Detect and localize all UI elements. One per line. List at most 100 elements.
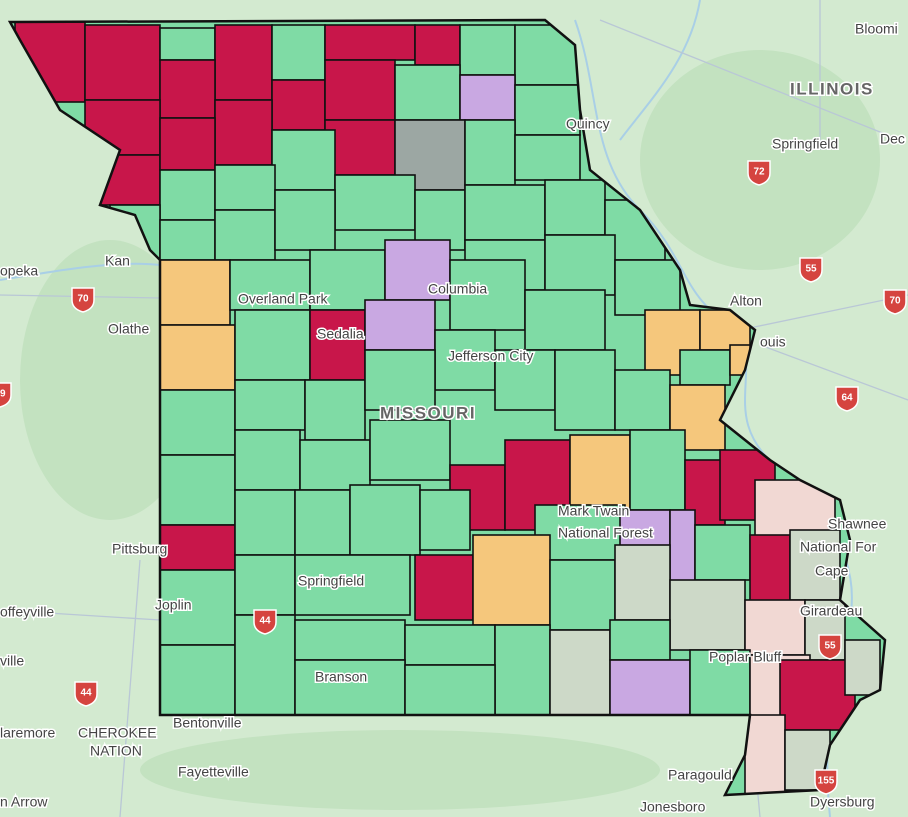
county xyxy=(514,134,581,181)
highway-shield xyxy=(71,287,95,313)
place-label: Girardeau xyxy=(800,603,862,619)
county xyxy=(274,189,336,251)
highway-number: 70 xyxy=(77,294,89,305)
highway-number: 70 xyxy=(889,296,901,307)
county xyxy=(159,169,216,221)
place-label: CHEROKEE xyxy=(78,725,157,741)
county xyxy=(159,259,231,326)
county xyxy=(271,24,326,81)
highway-number: 72 xyxy=(753,167,765,178)
state-outline xyxy=(7,18,887,797)
county xyxy=(779,659,856,731)
place-label: laremore xyxy=(0,725,55,741)
county xyxy=(614,544,671,621)
county xyxy=(472,534,551,626)
county xyxy=(234,489,296,556)
county xyxy=(419,489,471,551)
place-label: Fayetteville xyxy=(178,764,249,780)
place-label: Sedalia xyxy=(317,326,364,342)
county xyxy=(744,599,806,656)
place-label: n Arrow xyxy=(0,794,48,810)
county xyxy=(334,174,416,231)
county xyxy=(459,24,516,76)
county xyxy=(324,24,416,61)
highway-shield xyxy=(0,382,12,408)
county xyxy=(404,664,496,716)
place-label: offeyville xyxy=(0,604,54,620)
place-label: Bloomi xyxy=(855,21,898,37)
county xyxy=(544,179,606,236)
highway-number: 49 xyxy=(0,389,6,400)
place-label: Mark Twain xyxy=(558,503,629,519)
county xyxy=(234,309,311,381)
county xyxy=(159,27,216,61)
place-label: Kan xyxy=(105,253,130,269)
county xyxy=(234,554,296,616)
place-label: Joplin xyxy=(155,597,192,613)
place-label: Alton xyxy=(730,293,762,309)
highway-shield xyxy=(818,634,842,660)
county xyxy=(494,349,556,411)
place-label: Paragould xyxy=(668,767,732,783)
county xyxy=(394,64,461,121)
place-label: Quincy xyxy=(566,116,610,132)
county xyxy=(459,74,516,121)
highway-number: 55 xyxy=(805,264,817,275)
county xyxy=(549,559,616,631)
county xyxy=(544,234,616,296)
place-label: NATION xyxy=(90,743,142,759)
county xyxy=(369,419,451,481)
county xyxy=(159,644,236,716)
place-label: Springfield xyxy=(772,136,838,152)
county xyxy=(434,329,496,391)
county xyxy=(294,489,351,556)
county xyxy=(514,84,581,136)
county xyxy=(449,259,526,331)
county xyxy=(159,389,236,456)
county xyxy=(629,429,686,511)
county xyxy=(669,579,746,651)
place-label: Bentonville xyxy=(173,715,242,731)
highway-shield xyxy=(74,681,98,707)
county xyxy=(214,24,273,101)
place-label: ILLINOIS xyxy=(790,79,874,98)
highway-shield xyxy=(253,609,277,635)
county xyxy=(614,259,681,316)
county xyxy=(609,619,671,661)
place-label: ville xyxy=(0,653,24,669)
county xyxy=(304,379,366,441)
county xyxy=(414,24,461,66)
highway-number: 44 xyxy=(80,688,92,699)
place-label: Pittsburg xyxy=(112,541,167,557)
county xyxy=(694,524,751,581)
county xyxy=(524,289,606,351)
county xyxy=(464,184,546,241)
highway-shield xyxy=(747,160,771,186)
county xyxy=(669,509,696,586)
place-label: Jonesboro xyxy=(640,799,706,815)
county xyxy=(844,639,881,696)
county xyxy=(214,164,276,211)
county xyxy=(159,59,216,119)
place-label: opeka xyxy=(0,263,38,279)
highway-shield xyxy=(883,289,907,315)
place-label: Dyersburg xyxy=(810,794,875,810)
highway-number: 44 xyxy=(259,616,271,627)
county xyxy=(294,619,406,661)
place-label: ouis xyxy=(760,334,786,350)
county xyxy=(364,349,436,411)
county xyxy=(299,439,371,491)
county xyxy=(609,659,691,716)
highway-shield xyxy=(814,769,838,795)
county xyxy=(234,429,301,491)
county xyxy=(159,219,216,261)
place-label: Poplar Bluff xyxy=(709,649,781,665)
place-label: Springfield xyxy=(298,573,364,589)
place-label: National Forest xyxy=(558,525,653,541)
county xyxy=(464,119,516,186)
county xyxy=(494,624,551,716)
county xyxy=(789,529,841,601)
place-label: National For xyxy=(800,539,877,555)
county xyxy=(554,349,616,431)
